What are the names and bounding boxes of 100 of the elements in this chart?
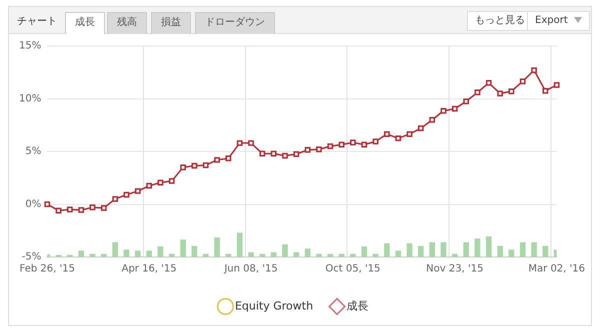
bar: [542, 246, 548, 257]
bar: [168, 254, 175, 257]
point: [372, 138, 378, 144]
text: チャート: [17, 15, 57, 29]
bar: [124, 250, 130, 257]
point: [463, 98, 469, 104]
bar: [350, 254, 356, 257]
point: [520, 78, 526, 84]
point: [361, 142, 368, 148]
bar: [531, 242, 537, 257]
bar: [406, 243, 412, 257]
point: [304, 147, 310, 153]
point: [67, 206, 73, 212]
y-tick-label: 5%: [25, 146, 42, 158]
text: ドローダウン: [195, 12, 275, 34]
y-tick-label: 0%: [25, 198, 42, 210]
bar: [304, 248, 310, 257]
point: [338, 142, 344, 148]
point: [100, 205, 107, 211]
point: [202, 162, 209, 168]
point: [327, 143, 334, 150]
bar: [361, 246, 368, 257]
x-tick-label: Mar 02, '16: [528, 264, 586, 275]
y-tick-label: 15%: [18, 40, 42, 52]
bar: [134, 250, 141, 257]
bar: [78, 250, 84, 257]
point: [192, 162, 198, 169]
bar: [486, 236, 492, 257]
point: [180, 164, 186, 170]
bar: [384, 243, 390, 257]
bar: [260, 254, 266, 257]
point: [542, 88, 548, 94]
bar: [338, 254, 344, 257]
point: [429, 116, 436, 123]
point: [350, 140, 356, 146]
point: [486, 80, 492, 86]
point: [440, 108, 446, 114]
point: [395, 135, 402, 142]
point: [124, 192, 130, 198]
bar: [248, 252, 254, 257]
bar: [214, 237, 220, 257]
bar: [192, 246, 198, 257]
x-tick-label: Feb 26, '15: [20, 264, 75, 275]
point: [406, 131, 412, 137]
point: [508, 88, 514, 94]
point: [293, 151, 300, 158]
point: [158, 180, 164, 186]
bar: [146, 250, 152, 257]
bar: [226, 254, 232, 257]
bar: [270, 252, 276, 257]
point: [112, 196, 118, 202]
text: もっと見る: [467, 11, 533, 31]
x-tick-label: Oct 05, '15: [325, 264, 380, 275]
bar: [158, 246, 164, 257]
bar: [418, 246, 424, 257]
point: [531, 67, 537, 74]
point: [474, 90, 480, 96]
point: [134, 188, 141, 194]
x-tick-label: Jun 08, '15: [223, 264, 278, 275]
bar: [90, 254, 96, 257]
point: [90, 204, 96, 210]
point: [44, 201, 50, 208]
text: 残高: [107, 12, 147, 34]
point: [78, 207, 84, 213]
point: [146, 182, 152, 189]
point: [226, 155, 232, 162]
point: [554, 82, 560, 88]
bar: [497, 246, 503, 257]
bar: [463, 242, 469, 257]
bar: [282, 244, 288, 257]
x-tick-label: Apr 16, '15: [122, 264, 177, 275]
point: [248, 140, 254, 146]
point: [316, 146, 322, 152]
bar: [101, 254, 107, 257]
y-tick-label: 10%: [18, 93, 42, 104]
point: [259, 150, 266, 156]
bar: [395, 250, 402, 257]
bar: [202, 254, 209, 257]
bar: [327, 254, 334, 257]
point: [214, 157, 220, 163]
bar: [372, 254, 378, 257]
bar: [520, 242, 526, 257]
point: [270, 150, 277, 156]
point: [56, 208, 62, 214]
text: 成長: [65, 12, 105, 34]
bar: [429, 242, 435, 257]
point: [418, 125, 424, 132]
bar: [508, 250, 514, 257]
legend-label: 成長: [346, 299, 369, 312]
bar: [112, 242, 118, 257]
bar: [474, 238, 480, 257]
legend-label: Equity Growth: [234, 299, 314, 312]
bar: [316, 254, 322, 257]
bar: [236, 232, 243, 257]
point: [452, 106, 458, 112]
bar: [440, 242, 446, 257]
point: [236, 140, 243, 146]
point: [384, 131, 390, 137]
bar: [180, 240, 186, 257]
bar: [293, 252, 300, 257]
